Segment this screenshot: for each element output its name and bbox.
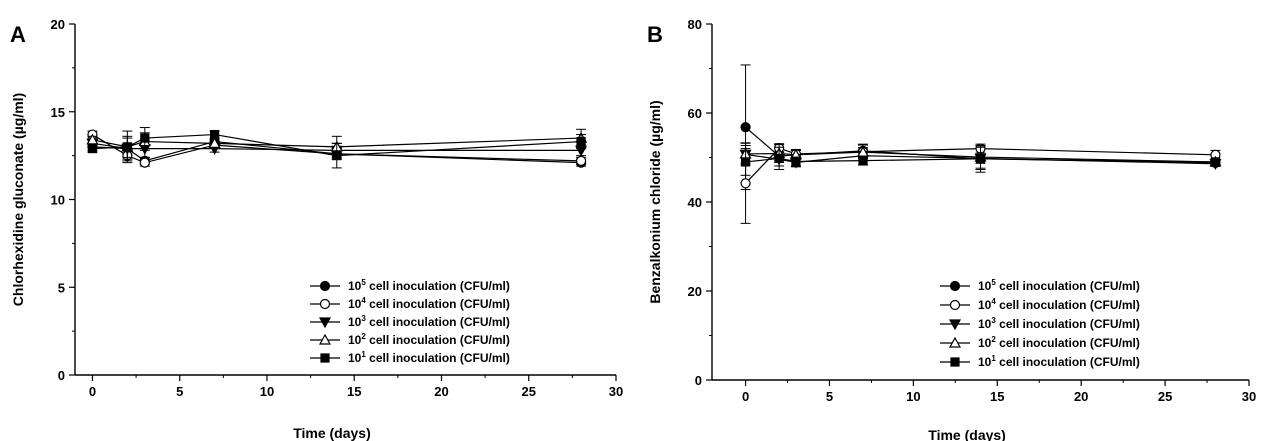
data-point: [210, 129, 220, 140]
legend-entry: 101 cell inoculation (CFU/ml): [310, 350, 510, 365]
y-tick-label: 0: [58, 368, 65, 383]
x-tick-label: 5: [176, 384, 183, 399]
legend-marker: [950, 357, 960, 367]
legend-label: 105 cell inoculation (CFU/ml): [978, 278, 1140, 293]
y-tick-label: 0: [695, 373, 702, 388]
legend-entry: 102 cell inoculation (CFU/ml): [940, 335, 1140, 350]
y-axis-title: Chlorhexidine gluconate (µg/ml): [10, 93, 26, 306]
legend-marker: [949, 299, 961, 311]
data-point: [86, 133, 99, 145]
y-tick-label: 20: [51, 17, 65, 32]
series-1: [740, 144, 1221, 176]
legend-entry: 104 cell inoculation (CFU/ml): [940, 297, 1140, 312]
legend-label: 103 cell inoculation (CFU/ml): [348, 314, 510, 329]
legend: 105 cell inoculation (CFU/ml) 104 cell in…: [310, 278, 510, 365]
x-tick-label: 25: [522, 384, 536, 399]
legend-label: 104 cell inoculation (CFU/ml): [978, 297, 1140, 312]
data-point: [87, 144, 98, 154]
data-point: [332, 151, 342, 161]
legend: 105 cell inoculation (CFU/ml) 104 cell in…: [940, 278, 1140, 369]
series-line: [92, 133, 582, 157]
legend-entry: 104 cell inoculation (CFU/ml): [310, 296, 510, 311]
y-tick-label: 40: [688, 195, 702, 210]
legend-marker: [318, 333, 332, 345]
x-tick-label: 10: [260, 384, 274, 399]
x-tick-label: 20: [1074, 389, 1088, 404]
legend-marker: [320, 353, 330, 363]
legend-label: 104 cell inoculation (CFU/ml): [348, 296, 510, 311]
x-tick-label: 25: [1158, 389, 1172, 404]
x-tick-label: 0: [742, 389, 749, 404]
y-tick-label: 60: [688, 106, 702, 121]
legend-label: 101 cell inoculation (CFU/ml): [348, 350, 510, 365]
y-tick-label: 80: [688, 17, 702, 32]
x-tick-label: 15: [990, 389, 1004, 404]
data-point: [122, 142, 132, 152]
series-1: [87, 127, 587, 169]
data-point: [140, 133, 150, 143]
data-point: [791, 156, 801, 167]
x-tick-label: 0: [89, 384, 96, 399]
legend-entry: 103 cell inoculation (CFU/ml): [940, 316, 1140, 331]
data-point: [575, 155, 587, 166]
legend-marker: [949, 280, 961, 292]
data-point: [740, 122, 751, 133]
x-axis-title: Time (days): [928, 427, 1006, 441]
legend-marker: [319, 298, 331, 310]
legend-entry: 101 cell inoculation (CFU/ml): [940, 354, 1140, 369]
y-tick-label: 10: [51, 193, 65, 208]
data-point: [975, 154, 986, 164]
legend-label: 105 cell inoculation (CFU/ml): [348, 278, 510, 293]
series-line: [745, 151, 1216, 163]
legend-marker: [948, 319, 962, 331]
x-axis-title: Time (days): [293, 425, 371, 441]
legend-entry: 102 cell inoculation (CFU/ml): [310, 332, 510, 347]
legend-entry: 103 cell inoculation (CFU/ml): [310, 314, 510, 329]
legend-label: 101 cell inoculation (CFU/ml): [978, 354, 1140, 369]
data-point: [740, 157, 751, 167]
x-tick-label: 10: [906, 389, 920, 404]
data-point: [858, 156, 868, 166]
y-axis-title: Benzalkonium chloride (µg/ml): [647, 100, 663, 303]
legend-marker: [318, 317, 332, 329]
legend-entry: 105 cell inoculation (CFU/ml): [940, 278, 1140, 293]
legend-entry: 105 cell inoculation (CFU/ml): [310, 278, 510, 293]
y-tick-label: 5: [58, 280, 65, 295]
series-line: [92, 137, 582, 148]
x-tick-label: 15: [347, 384, 361, 399]
legend-marker: [948, 336, 962, 348]
panel-b: B 0 20 40 60 80 0 5 10 15 20 25 30 Time (days) Benzal…: [647, 17, 1256, 441]
data-point: [139, 157, 150, 168]
data-point: [576, 136, 586, 147]
series-line: [92, 134, 582, 164]
data-point: [740, 178, 751, 189]
panel-letter-a: A: [10, 22, 26, 47]
y-tick-label: 20: [688, 284, 702, 299]
series-line: [745, 157, 1216, 163]
panel-a: A 0 5 10 15 20 0 5 10 15 20 25 30 Time (days) Chlorhe…: [10, 17, 623, 441]
legend-marker: [319, 280, 331, 292]
series-2: [86, 128, 588, 158]
x-tick-label: 30: [609, 384, 623, 399]
x-tick-label: 20: [434, 384, 448, 399]
data-point: [208, 137, 221, 148]
y-tick-label: 15: [51, 105, 65, 120]
data-point: [1210, 157, 1221, 167]
legend-label: 103 cell inoculation (CFU/ml): [978, 316, 1140, 331]
legend-label: 102 cell inoculation (CFU/ml): [978, 335, 1140, 350]
data-point: [774, 153, 784, 163]
x-tick-label: 5: [826, 389, 833, 404]
x-tick-label: 30: [1242, 389, 1256, 404]
legend-label: 102 cell inoculation (CFU/ml): [348, 332, 510, 347]
panel-letter-b: B: [647, 22, 663, 47]
